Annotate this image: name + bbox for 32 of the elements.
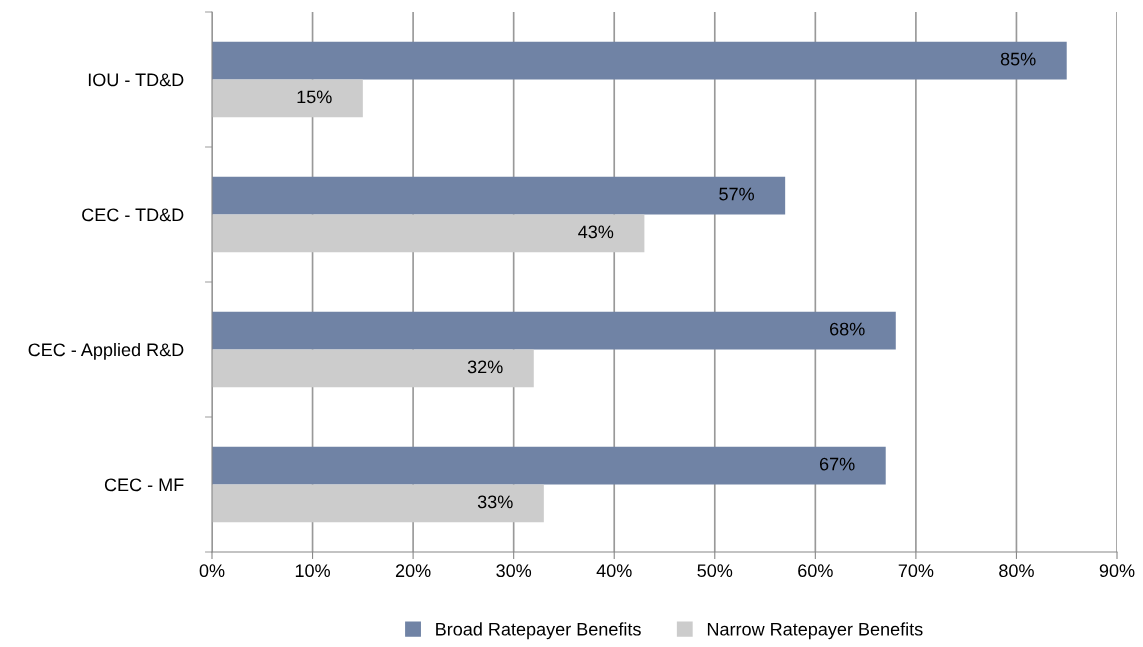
x-tick-label: 90% (1099, 564, 1135, 578)
legend-label: Broad Ratepayer Benefits (436, 622, 641, 640)
x-tick-label: 40% (596, 564, 632, 578)
x-tick-label: 80% (999, 564, 1034, 578)
bar (212, 79, 363, 118)
data-label: 43% (578, 225, 614, 239)
legend-label: Narrow Ratepayer Benefits (707, 622, 923, 640)
data-label: 15% (297, 90, 332, 104)
data-label: 57% (719, 187, 754, 201)
bar (212, 446, 886, 485)
y-tick-label: CEC - TD&D (82, 208, 184, 222)
y-tick-label: CEC - MF (104, 478, 184, 492)
bar (212, 214, 645, 253)
x-tick-label: 10% (295, 564, 330, 578)
x-tick-label: 60% (798, 564, 833, 578)
data-label: 68% (830, 322, 865, 336)
bar (212, 349, 534, 388)
bar (212, 311, 896, 350)
x-tick-label: 70% (898, 564, 934, 578)
x-tick-label: 20% (395, 564, 431, 578)
data-label: 33% (477, 495, 513, 509)
x-tick-label: 30% (496, 564, 532, 578)
bar (212, 484, 544, 523)
bar (212, 41, 1067, 80)
x-tick-label: 0% (199, 564, 225, 578)
bar (212, 176, 786, 215)
y-tick-label: CEC - Applied R&D (28, 342, 184, 360)
x-tick-label: 50% (697, 564, 733, 578)
y-tick-label: IOU - TD&D (88, 73, 184, 87)
data-label: 32% (467, 360, 503, 374)
data-label: 85% (1000, 52, 1036, 66)
data-label: 67% (819, 457, 855, 471)
